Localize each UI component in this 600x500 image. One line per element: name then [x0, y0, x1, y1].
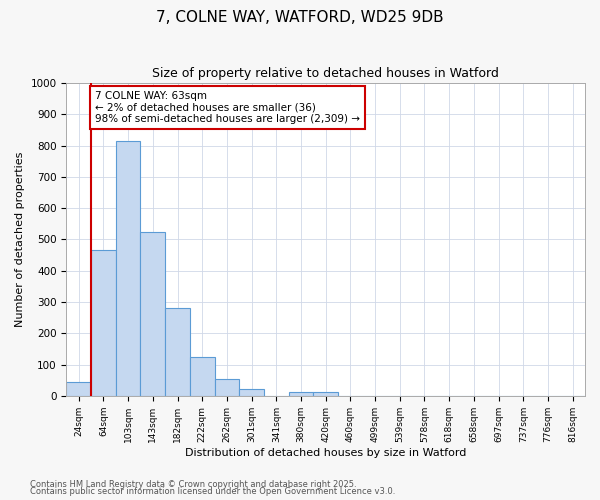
Bar	[116, 141, 140, 396]
Bar	[91, 250, 116, 396]
Bar	[190, 356, 215, 396]
Text: Contains HM Land Registry data © Crown copyright and database right 2025.: Contains HM Land Registry data © Crown c…	[30, 480, 356, 489]
Text: 7, COLNE WAY, WATFORD, WD25 9DB: 7, COLNE WAY, WATFORD, WD25 9DB	[156, 10, 444, 25]
Text: Contains public sector information licensed under the Open Government Licence v3: Contains public sector information licen…	[30, 487, 395, 496]
Bar	[313, 392, 338, 396]
Text: 7 COLNE WAY: 63sqm
← 2% of detached houses are smaller (36)
98% of semi-detached: 7 COLNE WAY: 63sqm ← 2% of detached hous…	[95, 91, 360, 124]
Bar	[140, 232, 165, 396]
Y-axis label: Number of detached properties: Number of detached properties	[15, 152, 25, 327]
X-axis label: Distribution of detached houses by size in Watford: Distribution of detached houses by size …	[185, 448, 466, 458]
Bar	[215, 378, 239, 396]
Bar	[239, 389, 264, 396]
Bar	[165, 308, 190, 396]
Title: Size of property relative to detached houses in Watford: Size of property relative to detached ho…	[152, 68, 499, 80]
Bar	[67, 382, 91, 396]
Bar	[289, 392, 313, 396]
